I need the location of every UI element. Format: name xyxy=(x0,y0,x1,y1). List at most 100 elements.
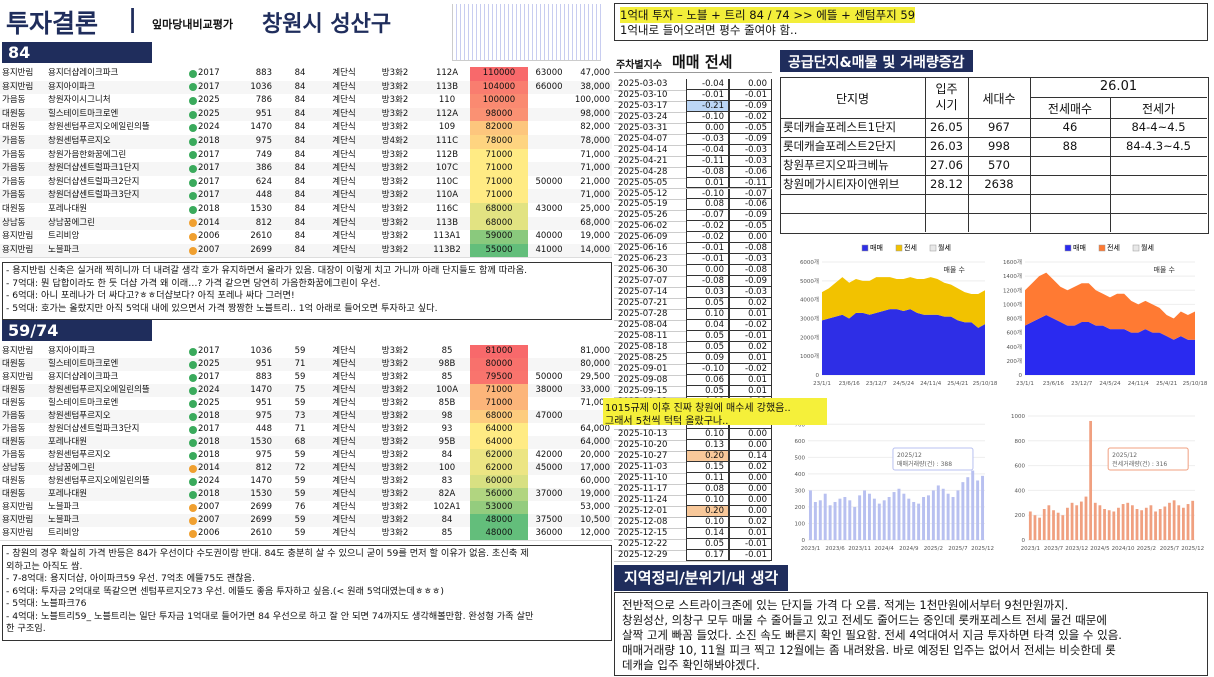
cell: 36000 xyxy=(535,528,563,538)
index-value: 0.04 xyxy=(705,319,724,330)
cell: 47,000 xyxy=(580,68,610,78)
index-value: -0.01 xyxy=(702,254,724,265)
cell: 방3화2 xyxy=(381,68,409,78)
index-cell xyxy=(686,473,729,485)
cell: 계단식 xyxy=(332,489,356,499)
cell: 창원더샵센트럴파크3단지 xyxy=(48,424,140,434)
bar xyxy=(1186,504,1190,540)
bar xyxy=(1084,496,1088,540)
cell: 73 xyxy=(294,411,306,421)
legend-label: 월세 xyxy=(1141,243,1154,252)
x-tick-label: 23/1/1 xyxy=(1016,381,1034,387)
bar xyxy=(1163,506,1167,540)
index-value: -0.02 xyxy=(745,319,767,330)
index-value: -0.03 xyxy=(745,287,767,298)
annotation-box xyxy=(892,447,974,471)
area xyxy=(822,309,985,375)
y-tick-label: 500 xyxy=(795,455,806,461)
bar xyxy=(1047,505,1051,540)
cell: 113A1 xyxy=(433,231,461,242)
status-dot xyxy=(189,110,197,119)
y-tick-label: 200 xyxy=(795,505,806,511)
cell: 용지반림 xyxy=(2,528,34,538)
cell: 2699 xyxy=(250,502,272,512)
cell: 71,000 xyxy=(580,163,610,174)
section-header xyxy=(614,50,772,73)
area xyxy=(822,277,985,328)
index-cell xyxy=(686,287,729,298)
cell: 1470 xyxy=(250,122,272,133)
price-cell xyxy=(470,345,528,358)
price-cell xyxy=(470,358,528,371)
index-value: -0.06 xyxy=(745,166,767,177)
cell: 용지반림 xyxy=(2,81,34,92)
note-line: - 6억대: 아니 포레나가 더 싸다고?ㅎㅎ더샵보다? 아직 포레나 싸다 그… xyxy=(6,290,295,301)
week-date: 2025-11-24 xyxy=(618,495,668,506)
price-cell xyxy=(470,462,528,475)
index-cell xyxy=(729,144,772,156)
cell: 110000 xyxy=(482,68,516,78)
status-dot xyxy=(189,165,197,173)
x-tick-label: 23/1/1 xyxy=(813,381,831,387)
price-cell xyxy=(470,80,528,95)
cell: 78,000 xyxy=(580,136,610,146)
cell: 967 xyxy=(988,120,1010,134)
cell: 계단식 xyxy=(332,528,356,538)
week-date: 2025-04-14 xyxy=(618,144,668,155)
cell: 방3화2 xyxy=(381,231,409,242)
cell: 계단식 xyxy=(332,163,356,174)
cell: 82A xyxy=(438,489,456,499)
note-line: - 5억대: 호가는 올랐지만 아직 5억대 내에 있으면서 가격 짱짱한 노블… xyxy=(6,302,438,314)
thought-line: 전반적으로 스트라이크존에 있는 단지들 가격 다 오름. 적게는 1천만원에서… xyxy=(622,598,1069,612)
index-value: 0.05 xyxy=(705,341,724,352)
cell: 84 xyxy=(294,231,306,242)
price-cell xyxy=(470,67,528,81)
cell: 방3화2 xyxy=(381,359,409,369)
index-value: 0.10 xyxy=(705,495,724,506)
index-cell xyxy=(686,549,729,561)
x-tick-label: 2023/1 xyxy=(801,546,820,552)
area xyxy=(1025,314,1195,375)
bar xyxy=(858,495,862,540)
bar xyxy=(1177,505,1181,540)
row-line xyxy=(780,175,1207,176)
bar xyxy=(946,493,950,540)
bar xyxy=(1028,511,1032,540)
cell: 계단식 xyxy=(332,231,356,242)
cell: 방3화2 xyxy=(381,122,409,133)
note-line: 한 구조임. xyxy=(6,623,46,634)
cell: 53,000 xyxy=(580,502,610,512)
bar xyxy=(951,497,955,540)
thoughts-box xyxy=(614,592,1208,676)
index-cell xyxy=(686,265,729,277)
index-value: -0.05 xyxy=(745,122,767,133)
cell: 계단식 xyxy=(332,346,356,356)
cell: 116C xyxy=(435,204,459,214)
bar xyxy=(867,493,871,540)
cell: 95B xyxy=(438,437,456,447)
legend-swatch xyxy=(861,244,869,252)
bar xyxy=(1121,504,1125,540)
price-cell xyxy=(470,436,528,449)
cell: 노블파크 xyxy=(48,244,80,255)
cell: 힐스테이트마크로엔 xyxy=(48,359,119,369)
week-date: 2025-03-24 xyxy=(618,111,668,122)
index-value: -0.04 xyxy=(702,79,724,89)
index-cell xyxy=(729,79,772,90)
index-cell xyxy=(729,166,772,178)
bar xyxy=(971,470,975,540)
bar xyxy=(1140,510,1144,540)
cell: 45000 xyxy=(535,463,563,473)
cell: 64000 xyxy=(485,437,513,447)
index-value: -0.08 xyxy=(745,243,767,254)
cell: 71000 xyxy=(485,398,513,408)
axis-note: 매물 수 xyxy=(943,266,965,274)
annotation-box xyxy=(1107,447,1189,471)
cell: 방3화2 xyxy=(381,217,409,228)
cell: 81,000 xyxy=(580,346,610,356)
bar xyxy=(1191,500,1195,540)
cell: 창원가음한화꿈에그린 xyxy=(48,149,127,160)
cell: 계단식 xyxy=(332,244,356,255)
bar xyxy=(808,490,812,540)
